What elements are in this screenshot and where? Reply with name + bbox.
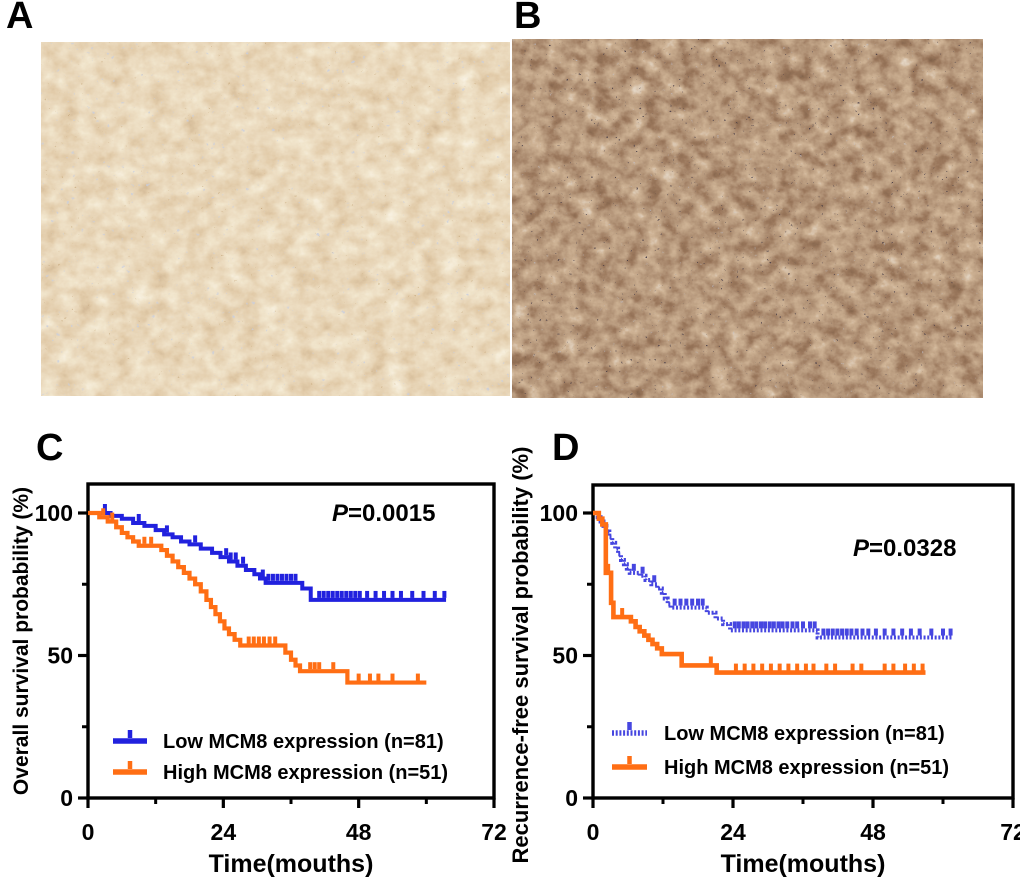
y-tick-label: 100 [35, 500, 73, 526]
x-tick-label: 72 [1000, 819, 1020, 845]
micrograph-b-dark-speckles [512, 39, 983, 398]
survival-curve-high-mcm8 [593, 510, 926, 675]
panel-label-c: C [36, 427, 64, 469]
x-tick-label: 24 [720, 819, 746, 845]
panel-label-d: D [552, 427, 580, 469]
p-value-label: P=0.0328 [853, 535, 956, 562]
y-tick-label: 50 [552, 643, 578, 669]
panel-label-b: B [514, 0, 542, 37]
y-tick-label: 100 [540, 500, 578, 526]
y-tick-label: 0 [565, 785, 578, 811]
survival-curve-low-mcm8 [88, 511, 447, 602]
micrograph-a-brown-speckles [41, 42, 510, 396]
plot-frame [591, 483, 1015, 800]
y-tick-label: 0 [60, 785, 73, 811]
x-axis-title: Time(mouths) [209, 850, 374, 878]
c-y-axis-title: Overall survival probability (%) [10, 486, 33, 796]
x-tick-label: 0 [587, 819, 600, 845]
p-value-label: P=0.0015 [332, 500, 435, 527]
overall-survival-km-chart: 0 24 48 72 0 50 100 Time(mouths) P=0.0015 Low MCM… [35, 482, 507, 878]
legend-label: High MCM8 expression (n=51) [163, 762, 448, 784]
ihc-micrograph-high-mcm8 [512, 39, 983, 398]
d-y-axis-title: Recurrence-free survival probability (%) [508, 446, 533, 864]
y-tick-label: 50 [47, 643, 73, 669]
survival-curve-high-mcm8 [88, 510, 427, 685]
legend-label: Low MCM8 expression (n=81) [664, 723, 945, 745]
x-axis-title: Time(mouths) [721, 850, 886, 878]
legend-label: High MCM8 expression (n=51) [664, 757, 949, 779]
x-tick-label: 48 [860, 819, 886, 845]
x-tick-label: 72 [481, 819, 507, 845]
x-tick-label: 24 [211, 819, 237, 845]
survival-curve-low-mcm8 [593, 511, 952, 640]
x-tick-label: 0 [82, 819, 95, 845]
recurrence-free-survival-km-chart: 0 24 48 72 0 50 100 Time(mouths) P=0.0328 Low MCM… [540, 483, 1020, 878]
ihc-micrograph-low-mcm8 [41, 42, 510, 396]
panel-label-a: A [6, 0, 34, 37]
x-tick-label: 48 [346, 819, 372, 845]
legend-label: Low MCM8 expression (n=81) [163, 731, 444, 753]
